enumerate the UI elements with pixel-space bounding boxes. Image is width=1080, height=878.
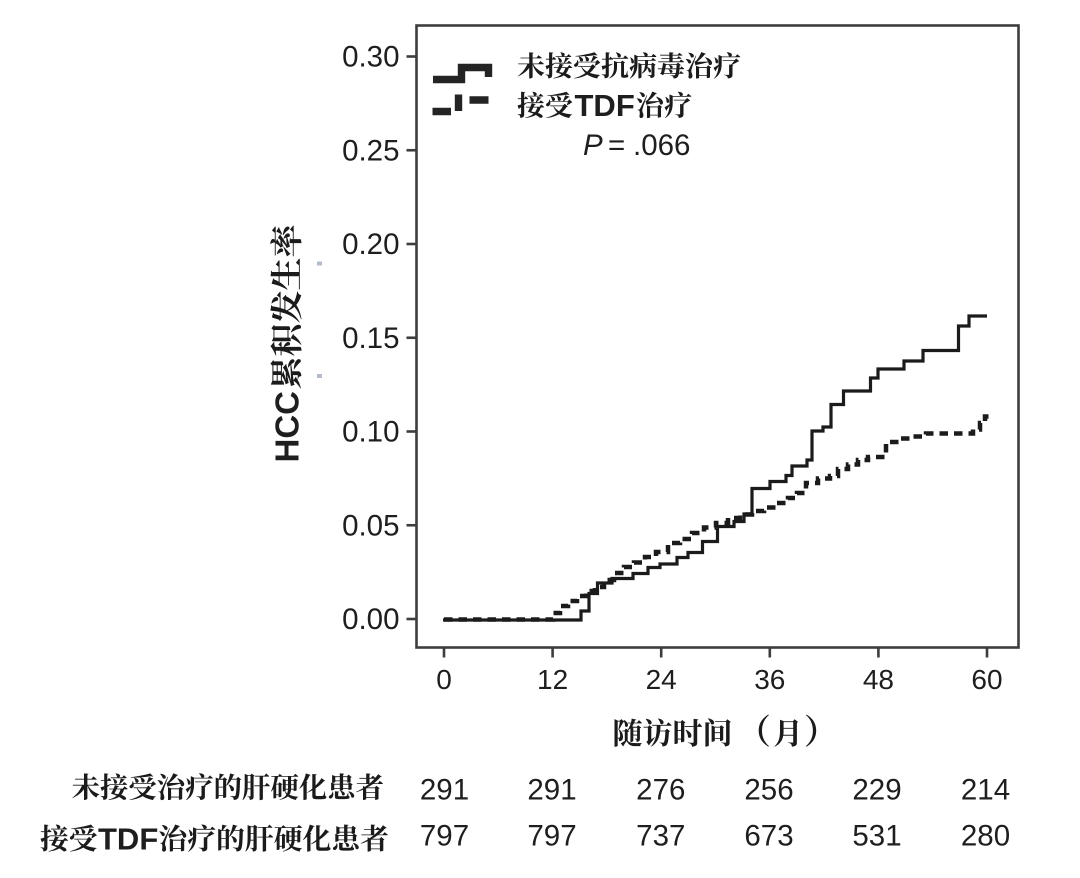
svg-text:276: 276 — [636, 774, 685, 807]
svg-text:.066: .066 — [633, 129, 690, 162]
svg-text:229: 229 — [852, 774, 901, 807]
svg-text:280: 280 — [961, 820, 1010, 853]
svg-text:=: = — [608, 129, 625, 162]
svg-text:0.15: 0.15 — [342, 322, 399, 355]
svg-text:291: 291 — [420, 774, 469, 807]
svg-text:0.10: 0.10 — [342, 416, 399, 449]
svg-text:797: 797 — [527, 820, 576, 853]
svg-text:24: 24 — [646, 664, 677, 695]
svg-text:0: 0 — [436, 664, 452, 695]
svg-text:TDF: TDF — [98, 822, 158, 857]
svg-text:673: 673 — [744, 820, 793, 853]
svg-text:291: 291 — [527, 774, 576, 807]
svg-text:0.30: 0.30 — [342, 41, 399, 74]
svg-text:256: 256 — [744, 774, 793, 807]
svg-text:12: 12 — [537, 664, 568, 695]
svg-text:HCC: HCC — [269, 391, 306, 463]
svg-text:531: 531 — [852, 820, 901, 853]
svg-text:0.25: 0.25 — [342, 134, 399, 167]
svg-text:0.00: 0.00 — [342, 603, 399, 636]
svg-text:48: 48 — [863, 664, 894, 695]
svg-text:60: 60 — [971, 664, 1002, 695]
svg-text:0.05: 0.05 — [342, 509, 399, 542]
svg-text:797: 797 — [420, 820, 469, 853]
svg-text:737: 737 — [636, 820, 685, 853]
svg-text:214: 214 — [961, 774, 1010, 807]
svg-text:P: P — [583, 129, 603, 162]
svg-text:TDF: TDF — [575, 88, 635, 123]
svg-text:0.20: 0.20 — [342, 228, 399, 261]
svg-text:36: 36 — [754, 664, 785, 695]
